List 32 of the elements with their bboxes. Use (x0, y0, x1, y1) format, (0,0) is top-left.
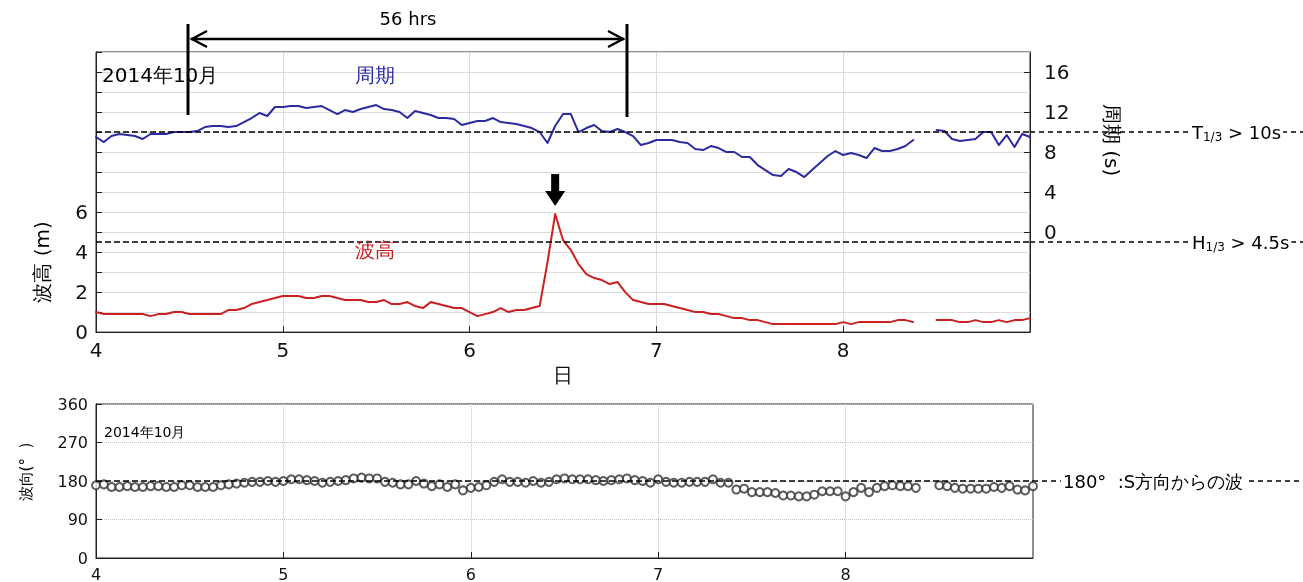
x-tick-label: 7 (650, 338, 663, 363)
x-tick-label: 6 (465, 564, 476, 582)
y-axis-title: 波高 (m) (30, 221, 54, 303)
y2-axis-title: 周期 (s) (1100, 103, 1124, 177)
y2-tick-label: 0 (1044, 220, 1057, 245)
y-tick-label: 4 (75, 240, 88, 265)
y-axis-title: 波向(° ) (17, 442, 35, 502)
x-tick-label: 7 (653, 564, 664, 582)
series-label: 周期 (355, 63, 395, 87)
y2-tick-label: 16 (1044, 60, 1070, 85)
y-tick-label: 6 (75, 200, 88, 225)
y-tick-label: 0 (77, 548, 88, 568)
annotation: 2014年10月 (104, 424, 186, 440)
y-tick-label: 2 (75, 280, 88, 305)
y-tick-label: 0 (75, 320, 88, 345)
x-tick-label: 6 (463, 338, 476, 363)
y-tick-label: 270 (57, 433, 88, 452)
y-tick-label: 180 (57, 471, 88, 491)
x-axis-title: 日 (553, 363, 573, 387)
text: 56 hrs (379, 7, 437, 29)
x-tick-label: 8 (836, 338, 850, 363)
y-tick-label: 360 (57, 394, 88, 414)
y2-tick-label: 4 (1044, 180, 1057, 205)
x-tick-label: 5 (278, 564, 289, 582)
y2-tick-label: 8 (1044, 140, 1057, 165)
y-tick-label: 90 (67, 510, 88, 529)
y2-tick-label: 12 (1044, 100, 1070, 125)
x-tick-label: 5 (276, 338, 290, 363)
x-tick-label: 8 (840, 564, 851, 582)
ref-line-label: 180° :S方向からの波 (1063, 470, 1244, 492)
x-tick-label: 4 (90, 564, 102, 582)
series-label: 波高 (355, 238, 395, 262)
